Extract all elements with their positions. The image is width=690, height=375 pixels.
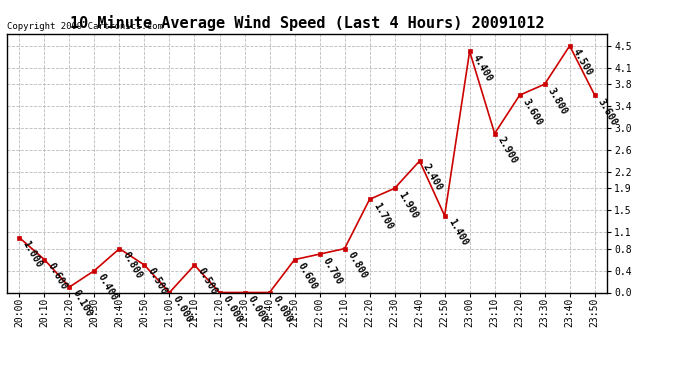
Text: 0.100: 0.100	[71, 288, 94, 319]
Text: 3.600: 3.600	[521, 96, 544, 127]
Text: 4.400: 4.400	[471, 53, 494, 83]
Text: 0.000: 0.000	[271, 294, 294, 324]
Text: Copyright 2009 Cartronics.com: Copyright 2009 Cartronics.com	[7, 22, 163, 31]
Text: 1.700: 1.700	[371, 201, 394, 231]
Text: 0.000: 0.000	[221, 294, 244, 324]
Text: 1.000: 1.000	[21, 239, 44, 270]
Text: 0.500: 0.500	[196, 267, 219, 297]
Text: 0.800: 0.800	[121, 250, 144, 280]
Title: 10 Minute Average Wind Speed (Last 4 Hours) 20091012: 10 Minute Average Wind Speed (Last 4 Hou…	[70, 15, 544, 31]
Text: 0.000: 0.000	[246, 294, 269, 324]
Text: 2.900: 2.900	[496, 135, 520, 165]
Text: 3.800: 3.800	[546, 86, 569, 116]
Text: 3.600: 3.600	[596, 96, 620, 127]
Text: 1.400: 1.400	[446, 217, 469, 248]
Text: 0.400: 0.400	[96, 272, 119, 302]
Text: 1.900: 1.900	[396, 190, 420, 220]
Text: 2.400: 2.400	[421, 162, 444, 193]
Text: 0.500: 0.500	[146, 267, 169, 297]
Text: 0.800: 0.800	[346, 250, 369, 280]
Text: 0.600: 0.600	[46, 261, 69, 291]
Text: 0.600: 0.600	[296, 261, 319, 291]
Text: 0.000: 0.000	[171, 294, 194, 324]
Text: 4.500: 4.500	[571, 47, 594, 78]
Text: 0.700: 0.700	[321, 255, 344, 286]
